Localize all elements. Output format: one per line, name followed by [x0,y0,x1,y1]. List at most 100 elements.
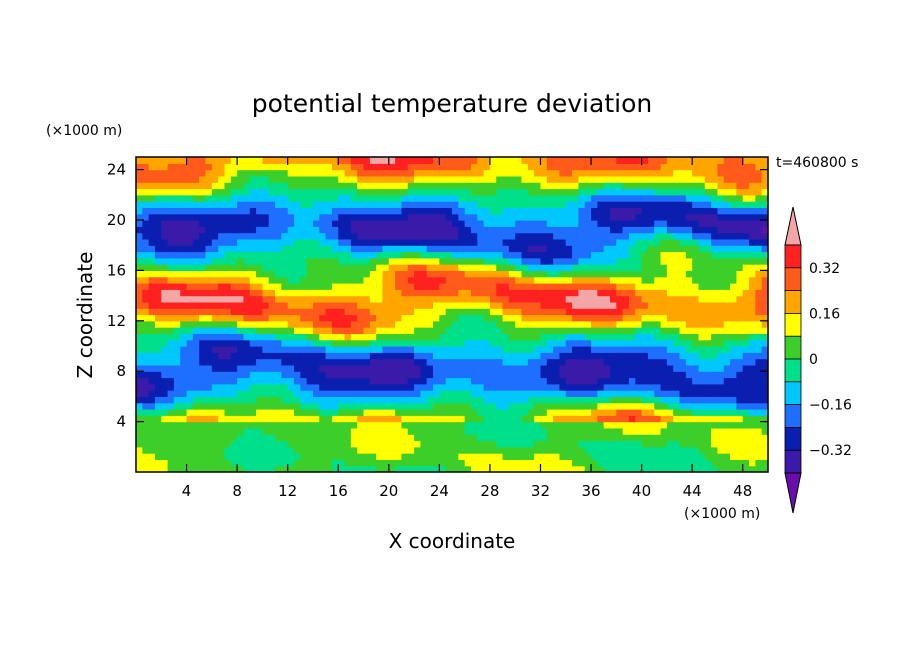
heatmap-cell [401,257,409,265]
heatmap-cell [673,245,681,253]
heatmap-cell [173,377,181,385]
heatmap-cell [420,346,428,353]
heatmap-cell [173,238,181,246]
heatmap-cell [527,251,535,259]
heatmap-cell [559,264,567,271]
heatmap-cell [224,465,232,472]
heatmap-cell [641,453,649,460]
heatmap-cell [363,188,371,196]
heatmap-cell [395,238,403,246]
heatmap-cell [433,465,440,472]
heatmap-cell [420,364,428,372]
heatmap-cell [199,169,207,177]
heatmap-cell [515,232,523,240]
heatmap-cell [704,157,712,164]
heatmap-cell [407,415,415,423]
heatmap-cell [287,339,295,347]
heatmap-cell [584,276,592,284]
heatmap-cell [426,320,434,328]
heatmap-cell [426,270,434,278]
heatmap-cell [470,207,478,215]
heatmap-cell [426,358,434,366]
heatmap-cell [534,232,542,240]
heatmap-cell [641,245,649,253]
heatmap-cell [723,194,731,202]
heatmap-cell [186,396,194,404]
heatmap-cell [717,402,725,410]
heatmap-cell [610,383,617,391]
heatmap-cell [692,339,700,347]
heatmap-cell [268,157,276,164]
heatmap-cell [546,257,554,265]
heatmap-cell [344,264,352,271]
heatmap-cell [382,157,390,164]
heatmap-cell [603,327,611,334]
heatmap-cell [445,396,453,404]
heatmap-cell [426,402,434,410]
heatmap-cell [470,358,478,366]
heatmap-cell [319,383,327,391]
heatmap-cell [711,465,719,472]
heatmap-cell [243,257,251,265]
heatmap-cell [470,295,478,303]
heatmap-cell [369,264,377,271]
heatmap-cell [565,157,573,164]
heatmap-cell [647,339,655,347]
heatmap-cell [603,226,611,234]
heatmap-cell [578,453,586,460]
heatmap-cell [730,327,737,334]
heatmap-cell [458,327,466,334]
heatmap-cell [666,446,674,454]
heatmap-cell [363,157,371,164]
heatmap-cell [275,377,282,385]
heatmap-cell [382,415,390,423]
heatmap-cell [698,276,706,284]
heatmap-cell [603,213,611,221]
heatmap-cell [730,377,737,385]
heatmap-cell [211,371,219,379]
heatmap-cell [306,346,314,353]
heatmap-cell [306,251,314,259]
heatmap-cell [173,264,181,271]
heatmap-cell [452,194,459,202]
heatmap-cell [723,182,731,190]
heatmap-cell [458,333,466,341]
heatmap-cell [610,446,617,454]
heatmap-cell [294,390,301,397]
heatmap-cell [407,377,415,385]
heatmap-cell [679,188,687,196]
heatmap-cell [211,270,219,278]
heatmap-cell [256,264,263,271]
heatmap-cell [559,333,567,341]
heatmap-cell [142,182,150,190]
heatmap-cell [546,434,554,442]
heatmap-cell [749,182,756,190]
heatmap-cell [673,402,681,410]
heatmap-cell [262,390,270,397]
heatmap-cell [300,169,308,177]
heatmap-cell [534,175,542,183]
heatmap-cell [717,459,725,467]
heatmap-cell [470,264,478,271]
heatmap-cell [483,409,491,416]
heatmap-cell [464,352,472,360]
heatmap-cell [401,283,409,290]
heatmap-cell [565,358,573,366]
heatmap-cell [660,358,668,366]
heatmap-cell [338,283,346,290]
heatmap-cell [483,314,491,322]
heatmap-cell [180,421,188,429]
heatmap-cell [230,402,238,410]
heatmap-cell [477,226,485,234]
heatmap-cell [521,434,529,442]
heatmap-cell [230,409,238,416]
heatmap-cell [641,201,649,208]
heatmap-cell [256,175,263,183]
heatmap-cell [249,415,257,423]
heatmap-cell [496,301,504,309]
heatmap-cell [534,352,542,360]
heatmap-cell [192,390,200,397]
heatmap-cell [679,245,687,253]
heatmap-cell [148,383,156,391]
heatmap-cell [464,402,472,410]
